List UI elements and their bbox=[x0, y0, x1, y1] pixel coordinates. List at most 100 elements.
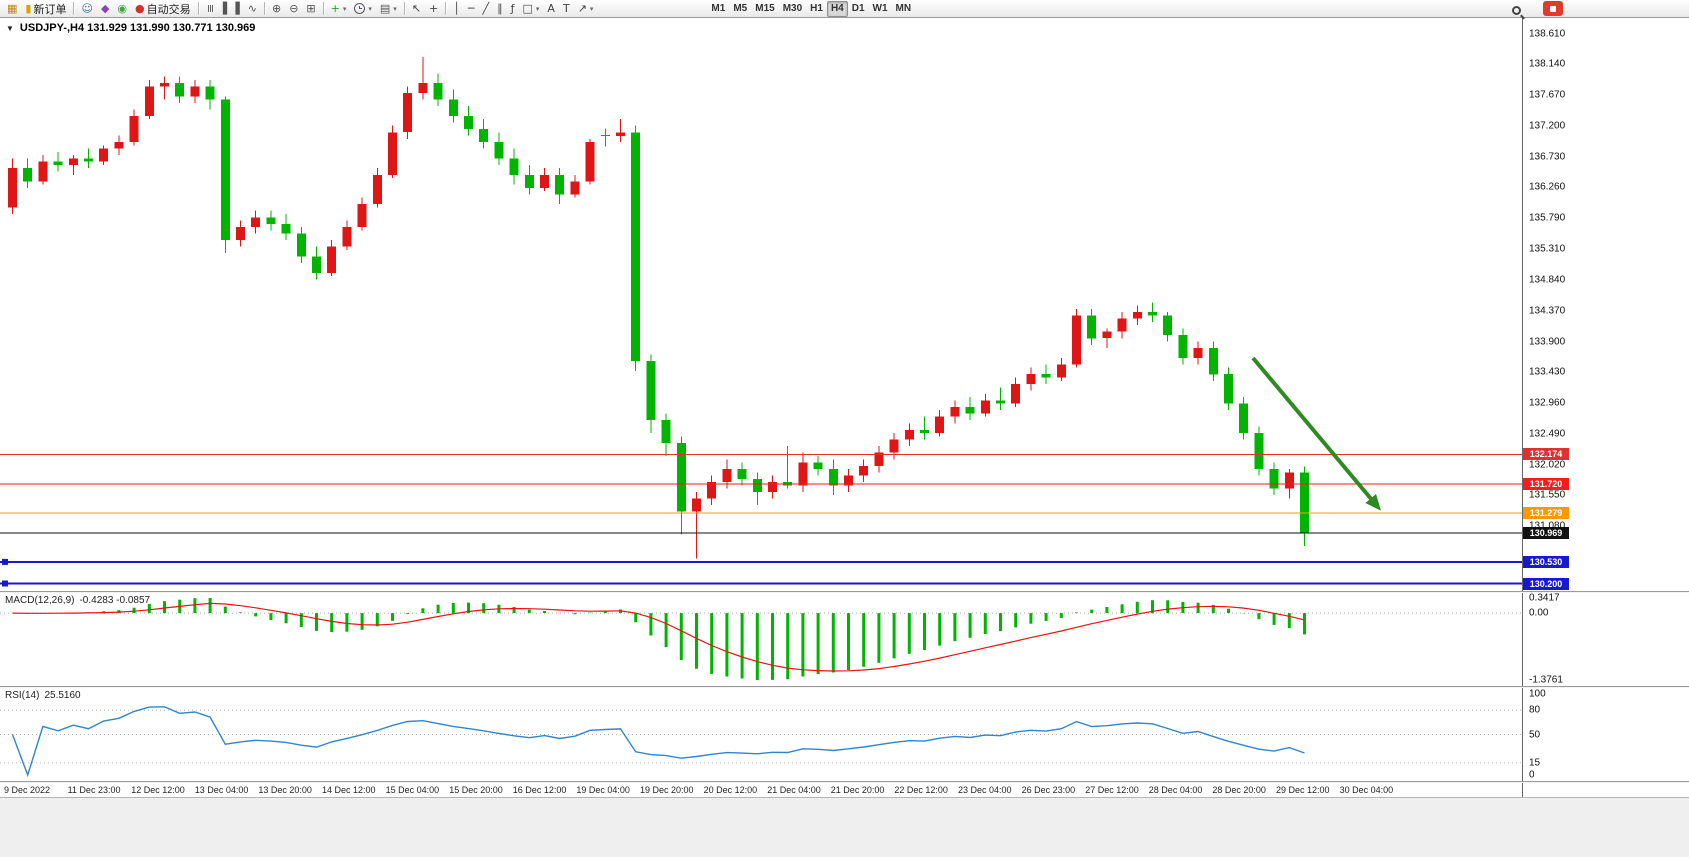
alert-badge[interactable] bbox=[1543, 1, 1563, 16]
signal-button[interactable]: ◉ bbox=[113, 1, 131, 17]
text-button[interactable]: A bbox=[543, 1, 559, 17]
bars-chart-button[interactable]: ≡ bbox=[202, 1, 219, 17]
candle-body bbox=[950, 406, 960, 417]
arrows-button[interactable]: ↗ ▾ bbox=[574, 1, 598, 17]
autotrading-button[interactable]: ● 自动交易 bbox=[131, 1, 195, 17]
rsi-scale-label: 50 bbox=[1529, 729, 1541, 740]
channel-button[interactable]: ∥ bbox=[493, 1, 507, 17]
megaphone-button[interactable]: ◆ bbox=[97, 1, 113, 17]
macd-values: -0.4283 -0.0857 bbox=[79, 595, 151, 606]
crosshair-icon: + bbox=[429, 2, 439, 15]
candle-body bbox=[555, 174, 565, 195]
shapes-button[interactable]: □ ▾ bbox=[519, 1, 544, 17]
periods-icon bbox=[354, 3, 366, 14]
timeframe-m30-button[interactable]: M30 bbox=[779, 1, 806, 17]
candle-body bbox=[1284, 472, 1294, 489]
rsi-chart[interactable] bbox=[0, 688, 1522, 781]
candle-body bbox=[403, 93, 413, 133]
timeframe-w1-button[interactable]: W1 bbox=[869, 1, 892, 17]
candle-body bbox=[236, 227, 245, 241]
candle-body bbox=[23, 168, 33, 182]
search-button[interactable] bbox=[1512, 2, 1521, 20]
cursor-button[interactable]: ↖ bbox=[408, 1, 425, 17]
candle-body bbox=[175, 83, 185, 97]
support-line-blue-2-anchor[interactable] bbox=[2, 580, 8, 587]
timeframe-m15-button-label: M15 bbox=[755, 3, 775, 14]
price-scale-label: 135.310 bbox=[1529, 243, 1566, 255]
candle-body bbox=[129, 115, 139, 143]
horizontal-line-button[interactable]: ─ bbox=[464, 1, 479, 17]
price-chart-pane[interactable]: ▼ USDJPY-,H4 131.929 131.990 130.771 130… bbox=[0, 18, 1522, 591]
indicators-button[interactable]: + ▾ bbox=[327, 1, 351, 17]
candle-body bbox=[1026, 374, 1036, 384]
price-scale[interactable]: 138.610 138.140 137.670 137.200 136.730 136.2… bbox=[1522, 18, 1689, 797]
vertical-line-button[interactable]: │ bbox=[449, 1, 464, 17]
toolbar-separator bbox=[403, 2, 405, 15]
text-label-button[interactable]: T bbox=[559, 1, 574, 17]
candlestick-chart-button[interactable]: ▌▐ bbox=[219, 1, 244, 17]
candle-body bbox=[220, 99, 230, 241]
candle-body bbox=[357, 204, 367, 228]
price-scale-label: 132.490 bbox=[1529, 428, 1566, 440]
toolbar-separator bbox=[263, 2, 265, 15]
trendline-button[interactable]: ╱ bbox=[479, 1, 494, 17]
cursor-icon: ↖ bbox=[411, 2, 422, 15]
candle-body bbox=[114, 142, 124, 149]
timeframe-mn-button[interactable]: MN bbox=[892, 1, 916, 17]
timeframe-mn-button-label: MN bbox=[895, 3, 912, 14]
rsi-scale-label: 0 bbox=[1529, 769, 1535, 781]
zoom-in-button[interactable]: ⊕ bbox=[268, 1, 285, 17]
time-axis-label: 12 Dec 12:00 bbox=[131, 785, 185, 795]
timeframe-d1-button[interactable]: D1 bbox=[848, 1, 869, 17]
timeframe-h4-button-label: H4 bbox=[830, 3, 844, 14]
timeframe-m1-button[interactable]: M1 bbox=[707, 1, 729, 17]
profile-button[interactable]: ☺ bbox=[77, 1, 96, 17]
time-axis-label: 20 Dec 12:00 bbox=[703, 785, 758, 795]
tile-windows-button[interactable]: ⊞ bbox=[302, 1, 319, 17]
support-line-blue-1-anchor[interactable] bbox=[2, 558, 8, 565]
templates-icon: ▤ bbox=[379, 2, 391, 15]
text-icon: A bbox=[547, 2, 555, 15]
candle-body bbox=[540, 174, 549, 188]
candle-body bbox=[616, 132, 625, 137]
price-scale-label: 135.790 bbox=[1529, 212, 1566, 224]
price-chart[interactable] bbox=[0, 18, 1522, 591]
candlestick-chart-icon: ▌▐ bbox=[222, 2, 240, 15]
pane-separator[interactable] bbox=[0, 591, 1689, 593]
price-scale-label: 132.960 bbox=[1529, 397, 1566, 409]
macd-pane[interactable]: MACD(12,26,9) -0.4283 -0.0857 bbox=[0, 593, 1522, 686]
timeframe-m5-button[interactable]: M5 bbox=[729, 1, 751, 17]
periods-button[interactable]: ▾ bbox=[350, 1, 376, 17]
timeframe-m15-button[interactable]: M15 bbox=[751, 1, 778, 17]
signal-icon: ◉ bbox=[117, 2, 128, 15]
candle-body bbox=[661, 420, 671, 443]
candle-body bbox=[768, 482, 777, 492]
zoom-out-button[interactable]: ⊖ bbox=[285, 1, 302, 17]
line-chart-button[interactable]: ∿ bbox=[244, 1, 261, 17]
candle-body bbox=[1087, 315, 1097, 339]
candle-body bbox=[1148, 312, 1157, 316]
one-click-trading-toggle[interactable]: ▼ bbox=[6, 23, 14, 33]
candle-body bbox=[1269, 469, 1279, 489]
time-axis-label: 13 Dec 04:00 bbox=[194, 785, 249, 795]
fibonacci-button[interactable]: ƒ bbox=[507, 1, 519, 17]
timeframe-w1-button-label: W1 bbox=[872, 3, 888, 14]
pane-separator[interactable] bbox=[0, 686, 1689, 688]
timeframe-d1-button-label: D1 bbox=[851, 3, 865, 14]
price-scale-label: 138.140 bbox=[1529, 58, 1566, 70]
new-chart-button[interactable]: ▦ bbox=[3, 1, 21, 17]
trend-arrow-annotation[interactable] bbox=[1251, 356, 1381, 511]
new-order-button[interactable]: ▮ 新订单 bbox=[21, 1, 70, 17]
crosshair-button[interactable]: + bbox=[425, 1, 442, 17]
candle-body bbox=[464, 115, 473, 129]
candle-body bbox=[1132, 312, 1142, 319]
price-scale-label: 137.670 bbox=[1529, 89, 1566, 101]
pane-separator[interactable] bbox=[0, 781, 1689, 783]
timeframe-h4-button[interactable]: H4 bbox=[826, 0, 848, 17]
timeframe-h1-button[interactable]: H1 bbox=[806, 1, 827, 17]
templates-button[interactable]: ▤ ▾ bbox=[376, 1, 401, 17]
macd-chart[interactable] bbox=[0, 593, 1522, 686]
rsi-pane[interactable]: RSI(14) 25.5160 bbox=[0, 688, 1522, 781]
time-axis[interactable]: 9 Dec 2022 11 Dec 23:00 12 Dec 12:00 13 Dec… bbox=[0, 783, 1522, 797]
macd-scale-label: 0.00 bbox=[1529, 607, 1549, 619]
